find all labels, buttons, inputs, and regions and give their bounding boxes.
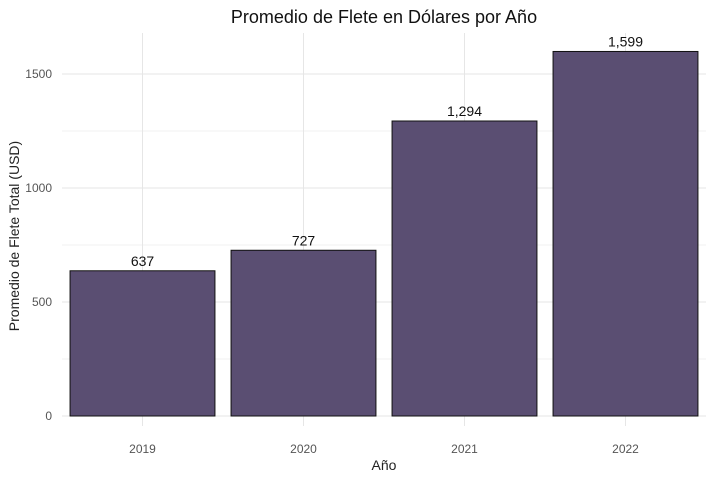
bar-2019: [69, 270, 216, 417]
y-tick-label: 0: [45, 409, 52, 423]
y-axis-label: Promedio de Flete Total (USD): [6, 141, 22, 331]
y-axis-ticks: 0 500 1000 1500: [25, 67, 52, 423]
bar-2020: [230, 249, 377, 417]
data-label-2022: 1,599: [608, 33, 643, 49]
x-tick-label: 2019: [129, 442, 156, 456]
data-label-2019: 637: [131, 253, 155, 269]
y-tick-label: 1000: [25, 181, 52, 195]
x-axis-label: Año: [372, 457, 397, 473]
bars: [69, 50, 699, 417]
y-tick-label: 1500: [25, 67, 52, 81]
bar-2022: [552, 50, 699, 417]
y-tick-label: 500: [32, 295, 52, 309]
x-tick-label: 2021: [451, 442, 478, 456]
data-label-2021: 1,294: [447, 103, 482, 119]
x-axis-ticks: 2019 2020 2021 2022: [129, 442, 639, 456]
x-tick-label: 2020: [290, 442, 317, 456]
data-label-2020: 727: [292, 232, 316, 248]
bar-2021: [391, 120, 538, 417]
x-tick-label: 2022: [612, 442, 639, 456]
data-labels: 637 727 1,294 1,599: [131, 33, 643, 268]
chart-title: Promedio de Flete en Dólares por Año: [231, 7, 537, 27]
